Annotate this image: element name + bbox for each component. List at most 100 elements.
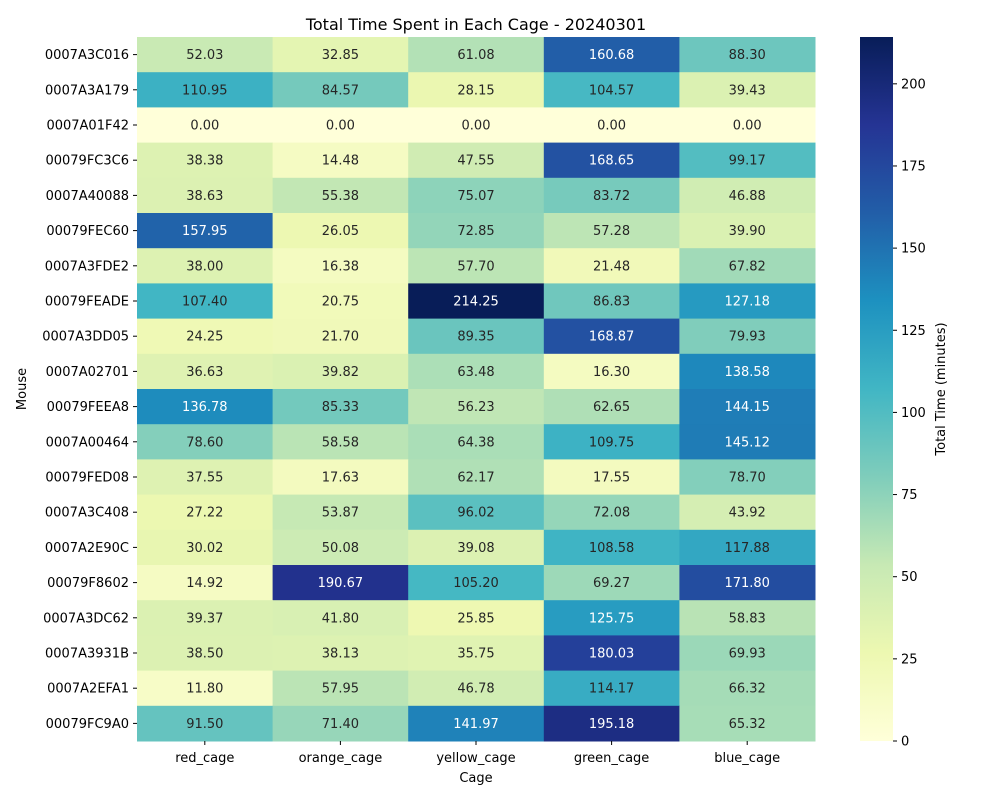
cell-value-label: 11.80 <box>186 682 223 697</box>
heatmap-cell <box>272 529 409 566</box>
cell-value-label: 75.07 <box>457 189 494 204</box>
cell-value-label: 71.40 <box>322 717 359 732</box>
cell-value-label: 53.87 <box>322 506 359 521</box>
cell-value-label: 157.95 <box>182 224 228 239</box>
colorbar-tick-label: 125 <box>901 324 926 339</box>
heatmap-cell <box>272 670 409 707</box>
cell-value-label: 39.37 <box>186 611 223 626</box>
heatmap-cell <box>543 318 680 355</box>
heatmap-cell <box>679 353 816 390</box>
cell-value-label: 114.17 <box>589 682 635 697</box>
heatmap-cell <box>137 248 274 284</box>
cell-value-label: 107.40 <box>182 295 228 310</box>
column-tick-label: yellow_cage <box>436 751 515 766</box>
colorbar-tick-label: 0 <box>901 735 909 750</box>
heatmap-cell <box>543 459 680 496</box>
heatmap-cell <box>679 72 816 108</box>
heatmap-cell <box>679 283 816 320</box>
heatmap-cell <box>408 37 545 73</box>
heatmap-cell <box>543 37 680 73</box>
heatmap-cell <box>137 318 274 355</box>
heatmap-cell <box>679 37 816 73</box>
row-tick-label: 00079FEC60 <box>46 224 129 239</box>
cell-value-label: 17.55 <box>593 471 630 486</box>
heatmap-cell <box>543 565 680 601</box>
cell-value-label: 57.28 <box>593 224 630 239</box>
cell-value-label: 57.70 <box>457 259 494 274</box>
heatmap-cell <box>408 424 545 460</box>
heatmap-cell <box>408 213 545 249</box>
cell-value-label: 83.72 <box>593 189 630 204</box>
colorbar-tick-label: 75 <box>901 488 918 503</box>
cell-value-label: 69.93 <box>729 647 766 662</box>
row-tick-label: 00079FEEA8 <box>47 400 129 415</box>
cell-value-label: 117.88 <box>724 541 770 556</box>
cell-value-label: 16.38 <box>322 259 359 274</box>
row-tick-label: 0007A3DC62 <box>43 611 129 626</box>
heatmap-cell <box>408 318 545 355</box>
heatmap-cell <box>408 565 545 601</box>
cell-value-label: 28.15 <box>457 83 494 98</box>
cell-value-label: 41.80 <box>322 611 359 626</box>
cell-value-label: 78.60 <box>186 435 223 450</box>
colorbar-tick-label: 175 <box>901 159 926 174</box>
cell-value-label: 79.93 <box>729 330 766 345</box>
cell-value-label: 105.20 <box>453 576 499 591</box>
heatmap-cell <box>137 635 274 672</box>
cell-value-label: 84.57 <box>322 83 359 98</box>
heatmap-cell <box>408 600 545 636</box>
heatmap-cell <box>137 424 274 460</box>
cell-value-label: 160.68 <box>589 48 635 63</box>
heatmap-cell <box>137 142 274 179</box>
row-tick-label: 0007A2EFA1 <box>47 682 129 697</box>
row-tick-label: 0007A00464 <box>46 435 129 450</box>
row-tick-label: 0007A3C408 <box>45 506 129 521</box>
heatmap-cell <box>543 283 680 320</box>
column-labels: red_cage orange_cage yellow_cage green_cage… <box>175 741 780 766</box>
heatmap-cell <box>137 37 274 73</box>
cell-value-label: 37.55 <box>186 471 223 486</box>
heatmap-cell <box>408 72 545 108</box>
cell-value-label: 0.00 <box>326 119 355 134</box>
heatmap-cell <box>272 565 409 601</box>
heatmap-cell <box>679 213 816 249</box>
cell-value-label: 109.75 <box>589 435 635 450</box>
row-tick-label: 00079FC9A0 <box>46 717 129 732</box>
heatmap-cell <box>137 213 274 249</box>
heatmap-cell <box>679 177 816 214</box>
colorbar-ticks: 0 25 50 75 100 125 150 175 200 <box>893 77 926 750</box>
heatmap-cell <box>272 213 409 249</box>
heatmap-cell <box>543 248 680 284</box>
cell-value-label: 20.75 <box>322 295 359 310</box>
x-axis-label: Cage <box>459 771 492 786</box>
cell-value-label: 66.32 <box>729 682 766 697</box>
heatmap-cell <box>272 107 409 144</box>
heatmap-cell <box>137 177 274 214</box>
row-tick-label: 0007A2E90C <box>45 541 129 556</box>
cell-value-label: 61.08 <box>457 48 494 63</box>
cell-value-label: 190.67 <box>318 576 364 591</box>
heatmap-cell <box>543 107 680 144</box>
cell-value-label: 78.70 <box>729 471 766 486</box>
heatmap-cell <box>272 600 409 636</box>
cell-value-label: 46.88 <box>729 189 766 204</box>
heatmap-cell <box>679 494 816 531</box>
cell-value-label: 89.35 <box>457 330 494 345</box>
cell-value-label: 145.12 <box>724 435 770 450</box>
cell-value-label: 26.05 <box>322 224 359 239</box>
heatmap-cell <box>408 389 545 425</box>
cell-value-label: 21.70 <box>322 330 359 345</box>
cell-value-label: 38.63 <box>186 189 223 204</box>
cell-value-label: 110.95 <box>182 83 228 98</box>
cell-value-label: 30.02 <box>186 541 223 556</box>
heatmap-cell <box>272 389 409 425</box>
cell-value-label: 14.92 <box>186 576 223 591</box>
heatmap-cell <box>543 177 680 214</box>
heatmap-cell <box>272 72 409 108</box>
cell-value-label: 69.27 <box>593 576 630 591</box>
cell-value-label: 50.08 <box>322 541 359 556</box>
cell-value-label: 38.38 <box>186 154 223 169</box>
heatmap-cell <box>543 635 680 672</box>
heatmap-cell <box>679 600 816 636</box>
